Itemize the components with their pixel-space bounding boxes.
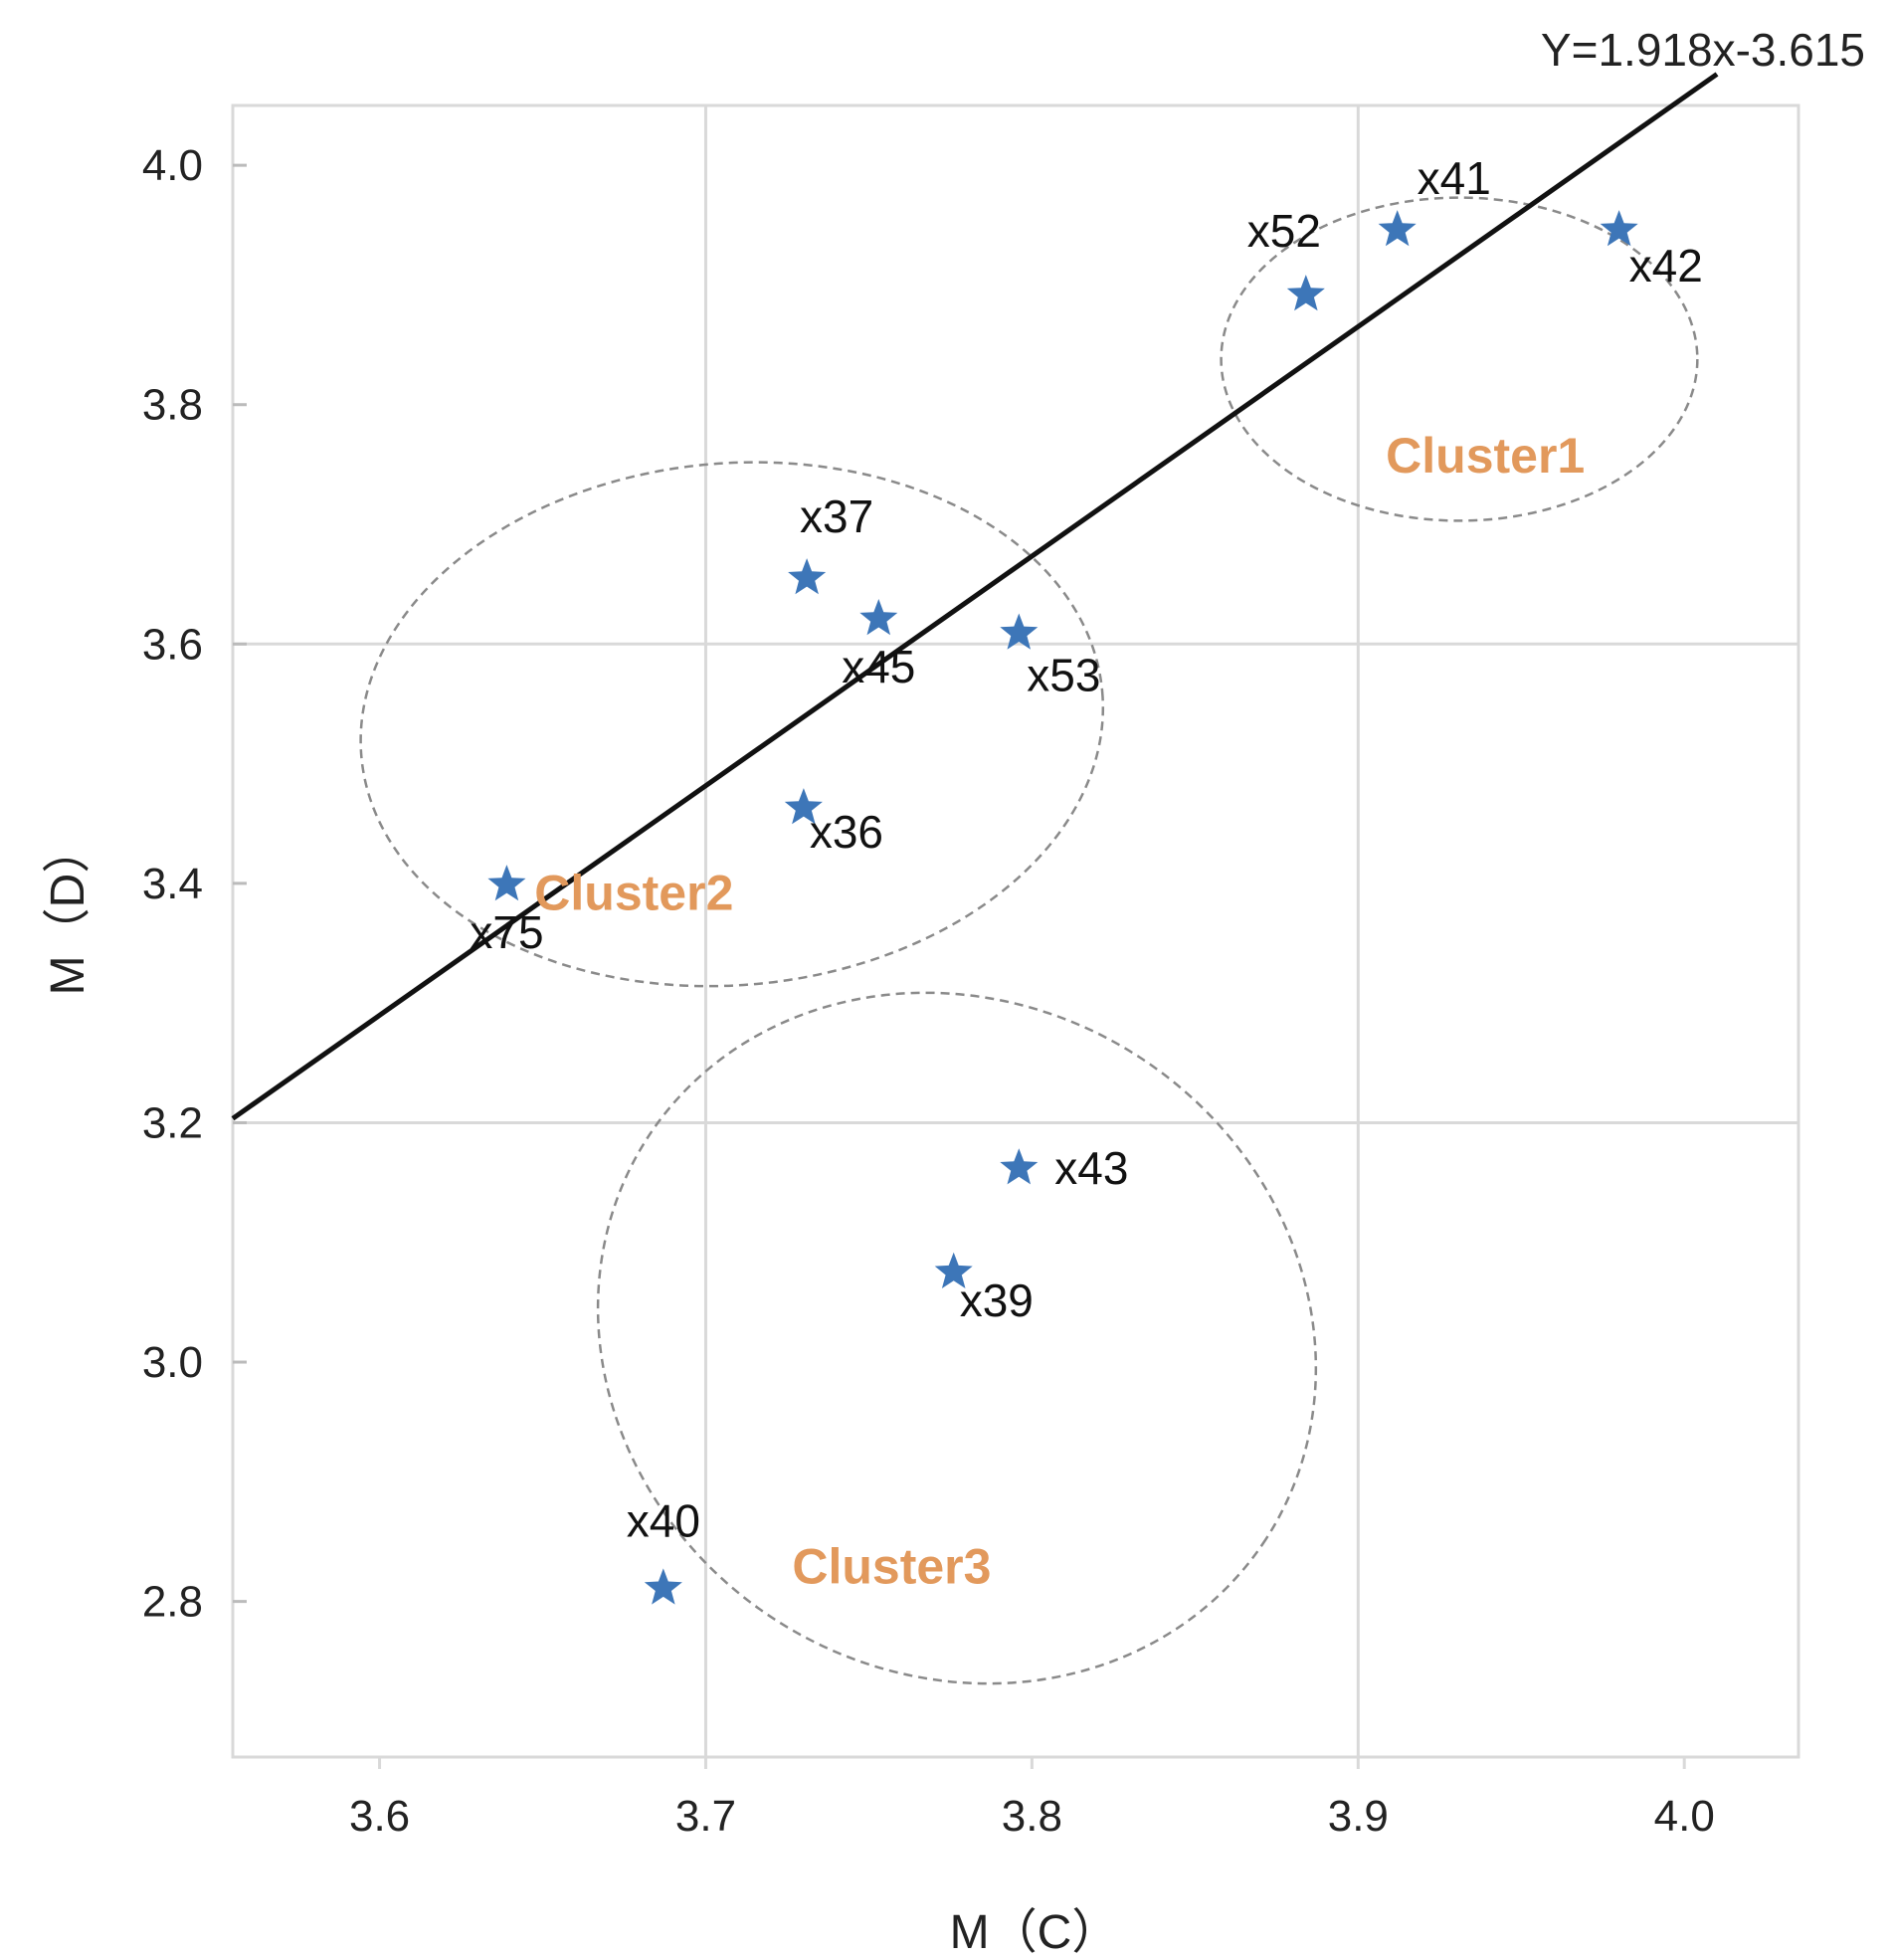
point-label-x40: x40 bbox=[627, 1494, 700, 1546]
y-tick-label: 4.0 bbox=[142, 141, 203, 190]
regression-line bbox=[231, 72, 1719, 1121]
cluster-ellipse-cluster1 bbox=[1220, 196, 1699, 522]
grid-layer bbox=[233, 105, 1798, 1757]
point-label-x52: x52 bbox=[1247, 205, 1321, 257]
y-tick-label: 3.0 bbox=[142, 1338, 203, 1387]
regression-equation: Y=1.918x-3.615 bbox=[1541, 24, 1865, 76]
point-label-x39: x39 bbox=[960, 1274, 1034, 1326]
point-marker-x37 bbox=[788, 558, 827, 595]
point-label-x42: x42 bbox=[1629, 240, 1703, 292]
cluster-label-cluster1: Cluster1 bbox=[1386, 428, 1585, 484]
point-label-x41: x41 bbox=[1418, 152, 1491, 204]
point-label-x53: x53 bbox=[1027, 649, 1100, 700]
point-layer bbox=[487, 210, 1638, 1605]
point-marker-x41 bbox=[1378, 210, 1417, 247]
cluster-ellipses bbox=[359, 196, 1699, 1685]
label-layer: Cluster1 Cluster2 Cluster3 x52 x41 x42 x37 x45 x… bbox=[470, 152, 1702, 1594]
x-tick-label: 3.8 bbox=[1002, 1792, 1062, 1841]
regression-layer bbox=[231, 72, 1719, 1121]
cluster-ellipse-cluster2 bbox=[359, 461, 1105, 988]
x-tick-label: 4.0 bbox=[1654, 1792, 1715, 1841]
point-label-x43: x43 bbox=[1054, 1142, 1128, 1194]
y-tick-label: 3.6 bbox=[142, 620, 203, 669]
x-axis-title: M（C） bbox=[950, 1906, 1120, 1959]
point-marker-x39 bbox=[934, 1252, 973, 1288]
point-marker-x52 bbox=[1286, 275, 1325, 311]
point-marker-x40 bbox=[644, 1568, 682, 1605]
point-marker-x45 bbox=[859, 599, 898, 636]
cluster-label-cluster3: Cluster3 bbox=[792, 1539, 991, 1595]
point-marker-x42 bbox=[1600, 210, 1638, 247]
y-tick-label: 3.8 bbox=[142, 381, 203, 430]
y-tick-label: 3.4 bbox=[142, 860, 203, 908]
x-tick-label: 3.7 bbox=[675, 1792, 736, 1841]
plot-frame bbox=[231, 103, 1800, 1759]
x-tick-label: 3.9 bbox=[1328, 1792, 1389, 1841]
cluster-label-cluster2: Cluster2 bbox=[534, 865, 733, 920]
cluster-ellipse-cluster3 bbox=[596, 991, 1318, 1685]
point-label-x37: x37 bbox=[800, 490, 873, 542]
point-marker-x43 bbox=[1000, 1148, 1039, 1185]
y-axis-title: M（D） bbox=[42, 826, 95, 996]
point-marker-x75 bbox=[487, 865, 526, 901]
tick-layer: 3.6 3.7 3.8 3.9 4.0 2.8 3.0 3.2 3.4 3.6 3.8 4.0 bbox=[142, 141, 1715, 1841]
point-marker-x53 bbox=[1000, 613, 1039, 650]
point-label-x75: x75 bbox=[470, 906, 543, 958]
point-label-x45: x45 bbox=[842, 641, 915, 692]
point-label-x36: x36 bbox=[810, 806, 883, 858]
point-marker-x36 bbox=[784, 788, 823, 825]
x-tick-label: 3.6 bbox=[349, 1792, 410, 1841]
y-tick-label: 3.2 bbox=[142, 1098, 203, 1147]
y-tick-label: 2.8 bbox=[142, 1578, 203, 1627]
